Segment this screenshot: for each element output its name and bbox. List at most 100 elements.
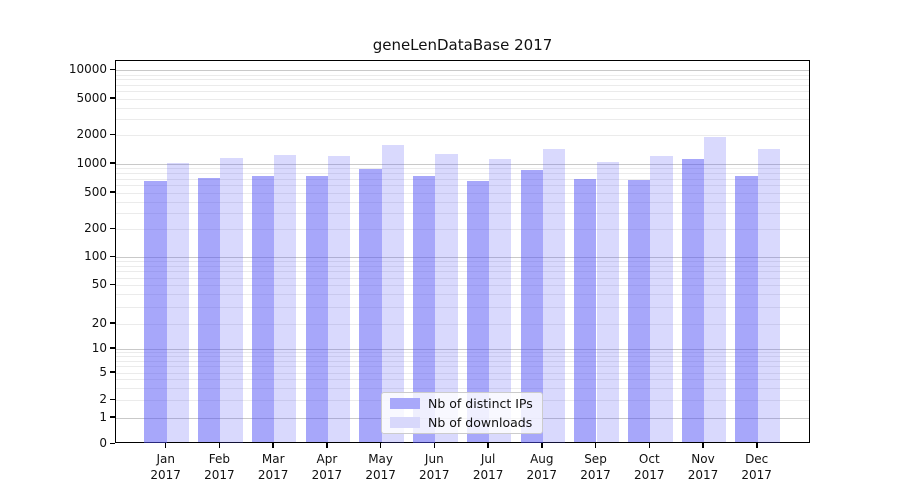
x-tick-label-jul: Jul 2017 xyxy=(472,452,504,482)
bar-ips-aug xyxy=(520,169,543,443)
gridline-40 xyxy=(116,294,809,296)
x-tick-mark xyxy=(541,443,543,448)
gridline-5000 xyxy=(116,98,809,100)
gridline-100 xyxy=(116,257,809,258)
y-tick-label-10000: 10000 xyxy=(68,62,107,77)
y-tick-label-200: 200 xyxy=(84,221,107,235)
x-tick-mark xyxy=(379,443,382,448)
y-tick-label-10: 10 xyxy=(91,340,107,355)
bar-downloads-mar xyxy=(274,154,297,443)
x-tick-label-jan: Jan 2017 xyxy=(150,452,181,482)
bar-ips-oct xyxy=(628,179,651,443)
bar-downloads-feb xyxy=(220,158,243,443)
y-tick-mark xyxy=(110,133,115,136)
bar-downloads-may xyxy=(381,145,404,443)
gridline-90 xyxy=(116,261,809,263)
x-tick-label-mar: Mar 2017 xyxy=(257,452,289,482)
bar-downloads-jan xyxy=(166,162,189,443)
gridline-600 xyxy=(116,185,809,187)
bar-ips-jul xyxy=(466,181,490,443)
y-tick-mark xyxy=(110,347,115,349)
legend-label: Nb of distinct IPs xyxy=(428,396,533,411)
bar-ips-apr xyxy=(305,176,328,443)
y-tick-label-500: 500 xyxy=(84,184,107,199)
downloads-swatch-icon xyxy=(390,417,420,428)
gridline-6 xyxy=(116,366,809,368)
x-tick-mark xyxy=(272,443,274,448)
gridline-9000 xyxy=(116,74,809,76)
bar-downloads-apr xyxy=(327,155,351,443)
bar-ips-sep xyxy=(574,179,597,443)
gridline-8000 xyxy=(116,79,809,81)
x-tick-label-apr: Apr 2017 xyxy=(311,452,343,482)
bar-ips-jan xyxy=(144,180,167,443)
bar-downloads-dec xyxy=(757,149,780,443)
y-tick-label-1: 1 xyxy=(99,409,107,424)
x-tick-label-nov: Nov 2017 xyxy=(687,452,719,482)
x-tick-mark xyxy=(218,443,221,448)
gridline-200 xyxy=(116,229,809,230)
gridline-5 xyxy=(116,372,809,374)
plot-area: Nb of distinct IPs Nb of downloads xyxy=(115,60,810,443)
x-tick-label-aug: Aug 2017 xyxy=(526,452,558,482)
legend: Nb of distinct IPs Nb of downloads xyxy=(381,392,543,434)
bar-downloads-jun xyxy=(435,153,458,443)
y-tick-mark xyxy=(110,191,115,193)
y-tick-mark xyxy=(110,416,115,418)
bar-ips-jun xyxy=(413,176,436,443)
y-tick-label-1000: 1000 xyxy=(76,155,107,170)
bar-ips-mar xyxy=(251,175,275,443)
x-tick-mark xyxy=(487,443,489,448)
x-tick-label-jun: Jun 2017 xyxy=(419,452,450,482)
x-tick-label-oct: Oct 2017 xyxy=(634,452,665,482)
gridline-6000 xyxy=(116,91,809,93)
y-tick-label-5000: 5000 xyxy=(76,90,107,105)
x-tick-label-feb: Feb 2017 xyxy=(204,452,235,482)
x-tick-label-sep: Sep 2017 xyxy=(580,452,611,482)
gridline-10 xyxy=(116,348,809,350)
gridline-800 xyxy=(116,173,809,174)
bar-ips-may xyxy=(359,168,382,443)
y-tick-mark xyxy=(110,68,115,71)
y-tick-mark xyxy=(110,255,115,257)
x-tick-mark xyxy=(326,443,328,448)
gridline-10000 xyxy=(116,70,809,72)
y-tick-label-20: 20 xyxy=(91,315,107,330)
gridline-8 xyxy=(116,356,809,358)
y-tick-label-5: 5 xyxy=(99,364,107,379)
y-tick-mark xyxy=(110,371,115,373)
gridline-60 xyxy=(116,277,809,279)
gridline-900 xyxy=(116,168,809,170)
gridline-4 xyxy=(116,379,809,381)
bar-downloads-aug xyxy=(542,148,566,443)
y-tick-mark xyxy=(110,162,115,164)
gridline-70 xyxy=(116,271,809,273)
chart-title: geneLenDataBase 2017 xyxy=(372,36,553,54)
x-tick-label-may: May 2017 xyxy=(365,452,396,482)
y-tick-mark xyxy=(110,442,115,445)
bar-downloads-jul xyxy=(489,159,512,443)
gridline-7000 xyxy=(116,84,809,86)
gridline-20 xyxy=(116,323,809,325)
gridline-9 xyxy=(116,352,809,354)
y-tick-mark xyxy=(110,227,115,229)
legend-item-distinct-ips: Nb of distinct IPs xyxy=(382,396,542,411)
gridline-3000 xyxy=(116,119,809,121)
gridline-1000 xyxy=(116,163,809,165)
x-tick-mark xyxy=(164,443,167,448)
y-tick-label-50: 50 xyxy=(91,277,107,291)
bar-ips-feb xyxy=(198,178,221,443)
x-tick-label-dec: Dec 2017 xyxy=(741,452,772,482)
gridline-80 xyxy=(116,266,809,267)
gridline-700 xyxy=(116,178,809,180)
x-tick-mark xyxy=(702,443,704,448)
x-tick-mark xyxy=(594,443,597,448)
y-tick-mark xyxy=(110,283,115,285)
y-tick-mark xyxy=(110,398,115,401)
bar-downloads-nov xyxy=(704,136,727,443)
y-tick-label-100: 100 xyxy=(84,249,107,263)
gridline-400 xyxy=(116,201,809,203)
legend-label: Nb of downloads xyxy=(428,415,533,430)
x-tick-mark xyxy=(756,443,758,448)
